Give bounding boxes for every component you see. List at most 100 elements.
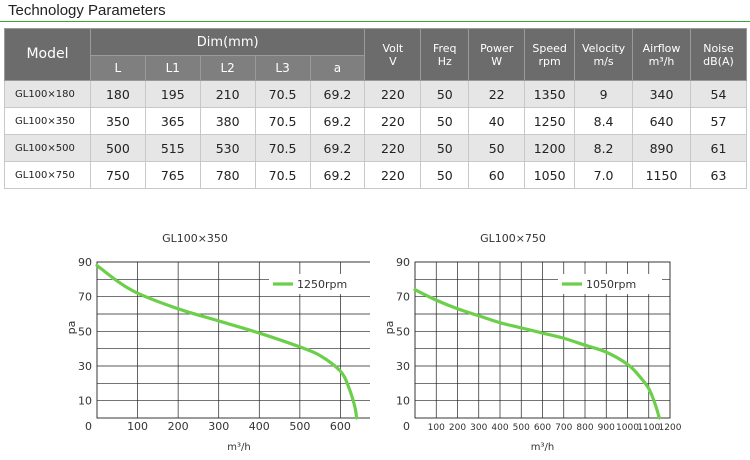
dim-l2-header: L2 <box>199 55 256 81</box>
series-line <box>95 263 359 420</box>
x-tick-label: 500 <box>289 420 310 433</box>
airflow-header: Airflow m³/h <box>632 28 691 81</box>
dim-a-header: a <box>309 55 366 81</box>
x-tick-label: 300 <box>470 423 487 433</box>
x-axis-label: m³/h <box>531 442 554 453</box>
legend-label: 1250rpm <box>297 278 347 291</box>
table-cell: 1250 <box>524 107 576 135</box>
table-cell: 50 <box>420 107 470 135</box>
table-cell: 220 <box>364 107 422 135</box>
x-tick-label: 400 <box>249 420 270 433</box>
y-tick-label: 90 <box>396 256 410 269</box>
dim-l3-header: L3 <box>254 55 311 81</box>
x-tick-label: 1200 <box>659 423 682 433</box>
x-tick-label: 700 <box>555 423 572 433</box>
y-axis-label: pa <box>65 321 78 335</box>
y-tick-label: 50 <box>396 325 410 338</box>
table-cell: 780 <box>199 161 256 189</box>
x-tick-label: 1100 <box>637 423 660 433</box>
table-cell: 7.0 <box>574 161 634 189</box>
table-cell: 69.2 <box>309 107 366 135</box>
y-tick-label: 10 <box>396 395 410 408</box>
freq-header: Freq Hz <box>420 28 470 81</box>
table-cell: 380 <box>199 107 256 135</box>
table-cell: 69.2 <box>309 134 366 162</box>
dim-l-header: L <box>89 55 146 81</box>
x-tick-label: 200 <box>449 423 466 433</box>
table-cell: 60 <box>468 161 526 189</box>
model-cell: GL100×180 <box>4 80 91 108</box>
chart-title: GL100×350 <box>162 232 228 245</box>
y-tick-label: 30 <box>396 360 410 373</box>
table-cell: 195 <box>144 80 201 108</box>
header-row-top: Model Dim(mm) Volt V Freq Hz Power W Speed r… <box>4 28 748 81</box>
table-row: GL100×350 350 365 380 70.5 69.2 220 50 40 1250 8.4… <box>4 107 748 135</box>
origin-label: 0 <box>403 420 410 433</box>
x-tick-label: 100 <box>127 420 148 433</box>
table-row: GL100×750 750 765 780 70.5 69.2 220 50 60 1050 7.0… <box>4 161 748 189</box>
table-cell: 1150 <box>632 161 691 189</box>
y-axis-label: pa <box>383 321 396 335</box>
table-cell: 69.2 <box>309 161 366 189</box>
y-tick-label: 30 <box>78 360 92 373</box>
header-row-sub: L L1 L2 L3 a <box>5 55 747 81</box>
y-tick-label: 50 <box>78 325 92 338</box>
table-row: GL100×180 180 195 210 70.5 69.2 220 50 22 1350 9 34… <box>4 80 748 108</box>
table-cell: 50 <box>468 134 526 162</box>
plot-frame <box>96 261 370 419</box>
table-cell: 750 <box>89 161 146 189</box>
table-cell: 22 <box>468 80 526 108</box>
table-cell: 8.2 <box>574 134 634 162</box>
table-cell: 765 <box>144 161 201 189</box>
x-tick-label: 1000 <box>616 423 639 433</box>
x-tick-label: 400 <box>491 423 508 433</box>
x-tick-label: 100 <box>428 423 445 433</box>
model-cell: GL100×350 <box>4 107 91 135</box>
table-cell: 340 <box>632 80 691 108</box>
dim-l1-header: L1 <box>144 55 201 81</box>
y-tick-label: 70 <box>396 291 410 304</box>
table-cell: 350 <box>89 107 146 135</box>
table-cell: 50 <box>420 161 470 189</box>
table-cell: 890 <box>632 134 691 162</box>
noise-header: Noise dB(A) <box>689 28 748 81</box>
table-cell: 70.5 <box>254 80 311 108</box>
section-title: Technology Parameters <box>8 2 166 19</box>
x-tick-label: 200 <box>168 420 189 433</box>
x-tick-label: 600 <box>534 423 551 433</box>
table-cell: 365 <box>144 107 201 135</box>
table-cell: 70.5 <box>254 161 311 189</box>
table-cell: 70.5 <box>254 134 311 162</box>
parameters-table: Model Dim(mm) Volt V Freq Hz Power W Speed r… <box>4 28 748 189</box>
table-cell: 1350 <box>524 80 576 108</box>
volt-header: Volt V <box>364 28 422 81</box>
table-cell: 210 <box>199 80 256 108</box>
model-cell: GL100×750 <box>4 161 91 189</box>
speed-header: Speed rpm <box>524 28 576 81</box>
x-axis-label: m³/h <box>227 442 250 453</box>
origin-label: 0 <box>85 420 92 433</box>
table-cell: 500 <box>89 134 146 162</box>
table-cell: 50 <box>420 134 470 162</box>
x-tick-label: 300 <box>208 420 229 433</box>
table-cell: 50 <box>420 80 470 108</box>
table-body: GL100×180 180 195 210 70.5 69.2 220 50 22 1350 9 34… <box>4 80 748 189</box>
table-cell: 220 <box>364 134 422 162</box>
chart-title: GL100×750 <box>480 232 546 245</box>
table-cell: 220 <box>364 161 422 189</box>
table-cell: 61 <box>689 134 748 162</box>
legend-box <box>558 274 662 294</box>
x-tick-label: 800 <box>576 423 593 433</box>
table-cell: 54 <box>689 80 748 108</box>
table-cell: 9 <box>574 80 634 108</box>
table-cell: 63 <box>689 161 748 189</box>
table-cell: 515 <box>144 134 201 162</box>
chart-gl100x350: GL100×3501030507090010020030040050060070… <box>65 232 370 453</box>
y-tick-label: 90 <box>78 256 92 269</box>
y-tick-label: 10 <box>78 395 92 408</box>
table-cell: 220 <box>364 80 422 108</box>
table-cell: 180 <box>89 80 146 108</box>
table-cell: 1050 <box>524 161 576 189</box>
table-cell: 530 <box>199 134 256 162</box>
